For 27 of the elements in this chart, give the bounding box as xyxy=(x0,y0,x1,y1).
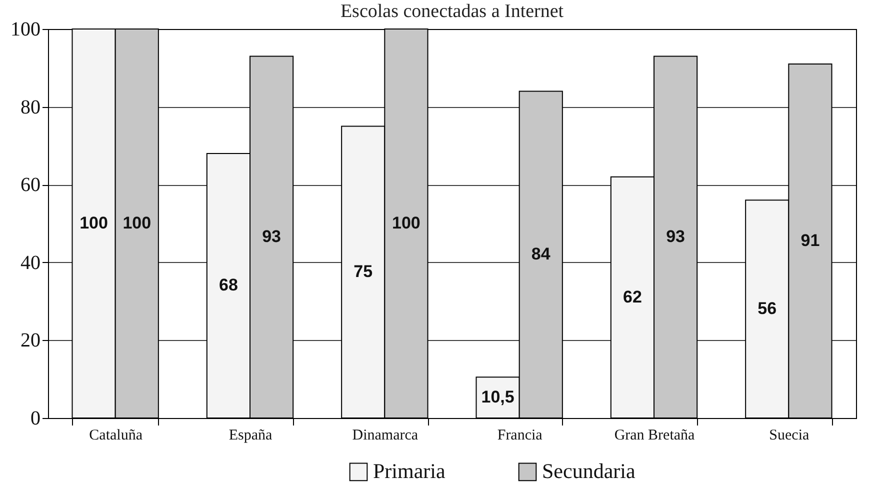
x-tick-label: Cataluña xyxy=(89,428,143,444)
data-label: 10,5 xyxy=(481,388,514,407)
data-label: 62 xyxy=(622,287,642,306)
y-tick-label: 0 xyxy=(30,408,40,430)
x-tick-label: Dinamarca xyxy=(352,428,418,444)
data-label: 68 xyxy=(218,276,238,295)
y-tick-label: 80 xyxy=(20,96,40,118)
y-tick-label: 40 xyxy=(20,252,40,274)
x-tick-label: Suecia xyxy=(769,428,810,444)
x-tick-label: España xyxy=(228,428,272,444)
chart-title: Escolas conectadas a Internet xyxy=(340,1,564,22)
data-label: 100 xyxy=(80,214,108,232)
data-label: 100 xyxy=(122,214,152,232)
x-tick-label: Francia xyxy=(497,428,543,444)
data-label: 56 xyxy=(758,299,777,318)
x-tick-label: Gran Bretaña xyxy=(614,428,696,444)
y-tick-label: 20 xyxy=(20,330,40,352)
data-label: 93 xyxy=(262,227,282,246)
data-label: 84 xyxy=(531,244,551,264)
y-tick-label: 60 xyxy=(20,174,40,196)
legend-label: Secundaria xyxy=(542,458,636,483)
data-label: 100 xyxy=(392,214,420,232)
data-label: 91 xyxy=(800,231,820,250)
y-tick-label: 100 xyxy=(10,18,40,40)
legend-label: Primaria xyxy=(373,458,446,483)
data-label: 93 xyxy=(666,227,686,246)
data-label: 75 xyxy=(354,262,373,282)
